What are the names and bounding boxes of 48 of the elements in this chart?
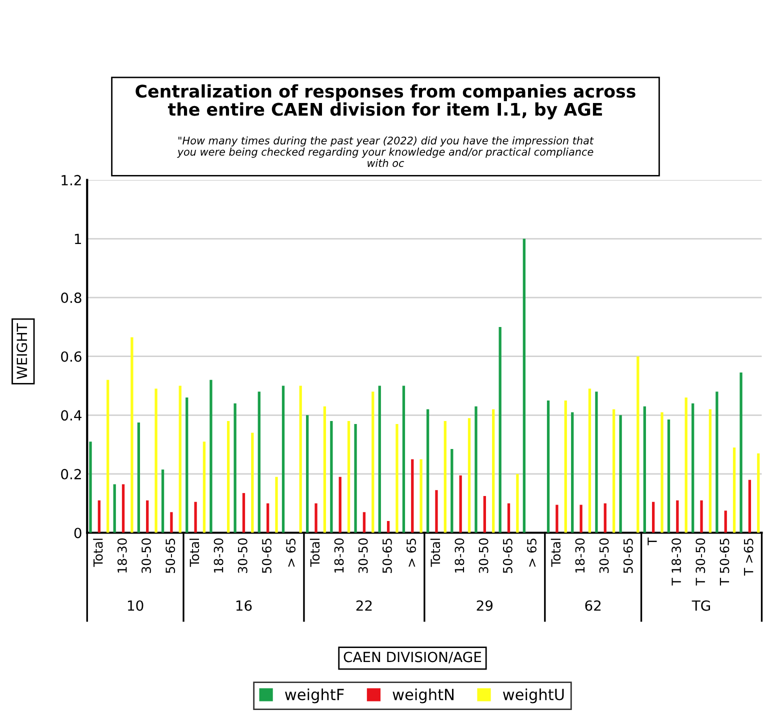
y-axis-title: WEIGHT [16, 323, 28, 380]
x-tick-label: Total [430, 538, 440, 567]
y-tick-label: 0 [74, 528, 82, 538]
x-tick-label: Total [189, 538, 200, 567]
y-tick-label: 1.2 [62, 174, 81, 186]
y-tick-label: 0.8 [61, 292, 82, 304]
text: 22 [356, 600, 372, 611]
x-axis-title: CAEN DIVISION/AGE [344, 652, 482, 664]
text: 29 [476, 600, 493, 611]
legend-label: weightN [392, 688, 454, 704]
x-tick-label: T 50-65 [720, 538, 730, 586]
x-tick-label: 50-65 [382, 538, 392, 573]
x-tick-label: Total [550, 538, 561, 567]
y-tick-label: 1 [74, 234, 81, 244]
x-tick-label: 18-30 [454, 538, 464, 573]
x-tick-label: 30-50 [238, 538, 248, 573]
legend-label: weightF [285, 688, 344, 704]
chart-subtitle: "How many times during the past year (2022) did you have the impression that you were being checked regarding your knowledge and/or practical compliance with oc [177, 136, 594, 168]
y-tick-label: 0.6 [61, 351, 82, 362]
x-tick-label: Total [310, 538, 320, 567]
x-tick-label: 18-30 [334, 538, 344, 573]
x-tick-label: Total [93, 538, 103, 567]
x-tick-label: > 65 [406, 538, 416, 567]
x-tick-label: 50-65 [623, 538, 633, 573]
x-tick-label: 50-65 [166, 538, 176, 573]
x-tick-label: 18-30 [214, 538, 224, 573]
x-tick-label: T 18-30 [672, 538, 682, 586]
x-tick-label: 30-50 [358, 538, 368, 573]
x-tick-label: T >65 [744, 538, 754, 576]
text: 16 [236, 600, 252, 611]
chart-title: Centralization of responses from companies across the entire CAEN division for item I.1, by AGE [136, 84, 636, 120]
text: TG [692, 600, 710, 611]
legend-label: weightU [502, 688, 564, 704]
x-tick-label: 50-65 [502, 538, 512, 573]
text: 62 [585, 600, 601, 611]
x-tick-label: 30-50 [599, 538, 609, 573]
x-tick-label: T 30-50 [696, 538, 706, 586]
x-tick-label: > 65 [527, 538, 536, 567]
y-tick-label: 0.4 [61, 410, 82, 421]
text: 10 [128, 600, 144, 611]
x-tick-label: 18-30 [117, 538, 127, 573]
x-tick-label: > 65 [286, 538, 296, 567]
x-tick-label: 50-65 [262, 538, 272, 573]
x-tick-label: 30-50 [478, 538, 488, 573]
x-tick-label: T [648, 538, 657, 546]
x-tick-label: 30-50 [142, 538, 151, 573]
y-tick-label: 0.2 [61, 468, 81, 480]
x-tick-label: 18-30 [575, 538, 585, 573]
